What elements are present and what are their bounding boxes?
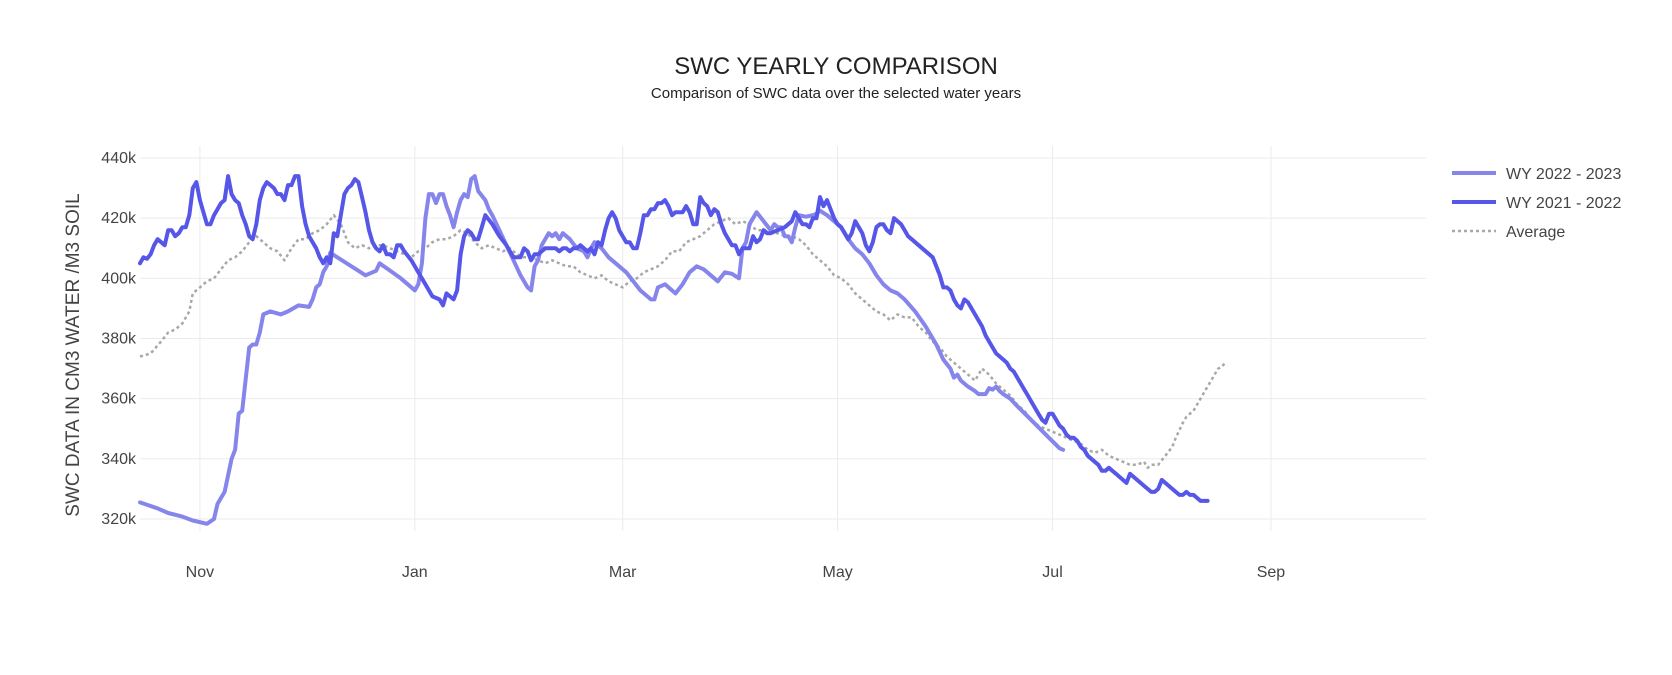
y-tick-label: 360k: [101, 391, 137, 408]
x-tick-label: Jan: [402, 564, 428, 581]
legend: WY 2022 - 2023 WY 2021 - 2022 Average: [1452, 166, 1621, 241]
series-line-wy-2022-2023[interactable]: [138, 174, 1066, 526]
legend-item[interactable]: WY 2022 - 2023: [1452, 166, 1621, 183]
legend-label: WY 2021 - 2022: [1506, 195, 1621, 212]
x-tick-label: Jul: [1042, 564, 1062, 581]
y-tick-label: 420k: [101, 210, 137, 227]
series-lines: [138, 174, 1227, 526]
y-tick-label: 440k: [101, 150, 137, 167]
chart-title: SWC YEARLY COMPARISON: [674, 53, 998, 80]
y-axis-label: SWC DATA IN CM3 WATER /M3 SOIL: [63, 193, 84, 516]
gridlines: [140, 146, 1426, 531]
chart-subtitle: Comparison of SWC data over the selected…: [651, 85, 1021, 102]
y-tick-label: 320k: [101, 511, 137, 528]
y-tick-label: 380k: [101, 330, 137, 347]
legend-item[interactable]: WY 2021 - 2022: [1452, 195, 1621, 212]
x-tick-label: Sep: [1257, 564, 1286, 581]
series-line-wy-2021-2022[interactable]: [138, 174, 1210, 503]
y-tick-label: 340k: [101, 451, 137, 468]
x-tick-label: May: [822, 564, 852, 581]
x-tick-label: Nov: [186, 564, 214, 581]
axes: 320k 340k 360k 380k 400k 420k 440k Nov Jan Mar May…: [101, 150, 1285, 581]
legend-label: Average: [1506, 224, 1565, 241]
legend-item[interactable]: Average: [1452, 224, 1565, 241]
x-tick-label: Mar: [609, 564, 637, 581]
legend-label: WY 2022 - 2023: [1506, 166, 1621, 183]
y-tick-label: 400k: [101, 270, 137, 287]
